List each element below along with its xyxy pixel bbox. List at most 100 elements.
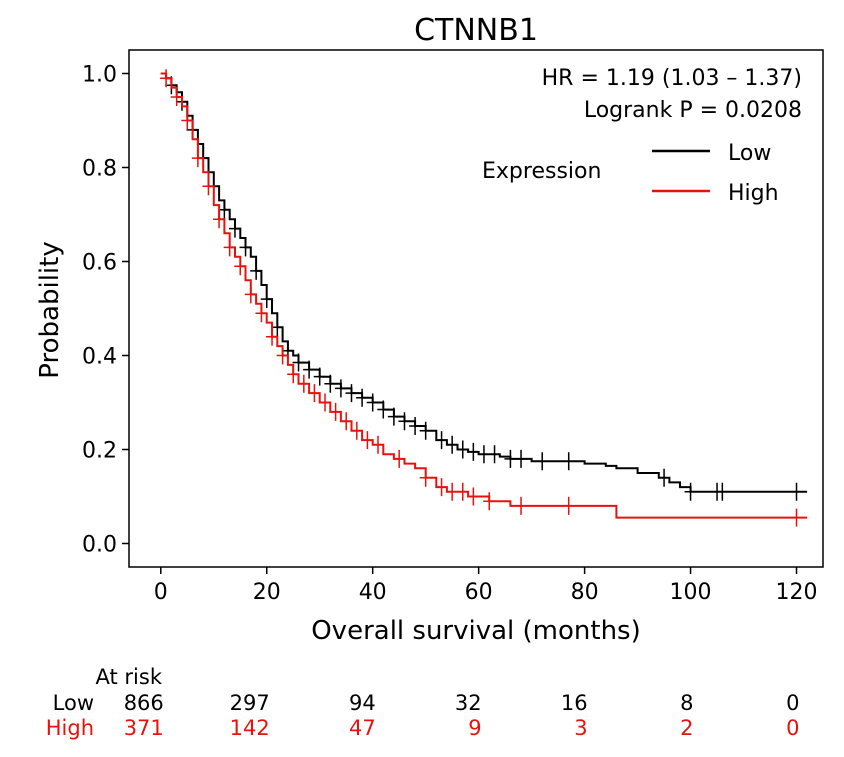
censor-mark-low xyxy=(239,238,252,257)
censor-mark-low xyxy=(250,261,263,280)
censor-mark-low xyxy=(271,318,284,337)
at-risk-low-label: Low xyxy=(53,691,94,715)
censor-mark-low xyxy=(456,440,469,459)
censor-mark-low xyxy=(313,367,326,386)
at-risk-value: 9 xyxy=(468,716,481,740)
y-axis-label: Probability xyxy=(35,241,65,378)
censor-mark-high xyxy=(340,412,353,431)
censor-mark-high xyxy=(287,365,300,384)
at-risk-value: 297 xyxy=(230,691,270,715)
at-risk-value: 8 xyxy=(680,691,693,715)
at-risk-value: 16 xyxy=(561,691,588,715)
censor-mark-low xyxy=(218,200,231,219)
censor-mark-high xyxy=(244,285,257,304)
censor-mark-low xyxy=(292,353,305,372)
y-tick-label: 1.0 xyxy=(82,63,117,88)
censor-mark-high xyxy=(255,304,268,323)
censor-mark-high xyxy=(308,384,321,403)
censor-mark-low xyxy=(515,449,528,468)
censor-mark-low xyxy=(356,388,369,407)
censor-mark-high xyxy=(160,69,173,88)
censor-mark-high xyxy=(297,374,310,393)
censor-mark-low xyxy=(716,482,729,501)
x-tick-label: 60 xyxy=(465,580,493,605)
at-risk-value: 47 xyxy=(349,716,376,740)
censor-mark-low xyxy=(334,379,347,398)
censor-mark-high xyxy=(361,431,374,450)
censor-mark-low xyxy=(562,452,575,471)
censor-mark-low xyxy=(467,442,480,461)
censor-mark-high xyxy=(419,468,432,487)
censor-mark-high xyxy=(790,508,803,527)
chart-title: CTNNB1 xyxy=(414,13,538,48)
at-risk-value: 2 xyxy=(680,716,693,740)
censor-mark-low xyxy=(398,412,411,431)
at-risk-value: 94 xyxy=(349,691,376,715)
censor-mark-low xyxy=(477,445,490,464)
at-risk-value: 0 xyxy=(786,716,799,740)
censor-mark-low xyxy=(303,360,316,379)
censor-mark-low xyxy=(435,431,448,450)
legend-title: Expression xyxy=(482,159,601,184)
series-low xyxy=(160,72,808,501)
plot-frame xyxy=(128,49,824,568)
censor-mark-high xyxy=(234,257,247,276)
censor-mark-high xyxy=(276,346,289,365)
censor-mark-high xyxy=(483,492,496,511)
x-tick-label: 0 xyxy=(154,580,168,605)
x-axis: 0 20 40 60 80 100 120 xyxy=(154,567,818,605)
hr-annotation: HR = 1.19 (1.03 – 1.37) xyxy=(542,66,802,91)
censor-mark-high xyxy=(456,482,469,501)
at-risk-high-label: High xyxy=(46,716,94,740)
survival-line-low xyxy=(160,72,808,493)
y-tick-label: 0.6 xyxy=(82,251,117,276)
x-tick-label: 100 xyxy=(670,580,712,605)
censor-mark-low xyxy=(536,452,549,471)
censor-mark-high xyxy=(319,393,332,412)
censor-mark-high xyxy=(371,435,384,454)
legend-low-label: Low xyxy=(728,141,771,166)
y-tick-label: 0.8 xyxy=(82,157,117,182)
censor-mark-low xyxy=(377,400,390,419)
censor-mark-high xyxy=(467,487,480,506)
y-tick-label: 0.2 xyxy=(82,439,117,464)
x-tick-label: 80 xyxy=(571,580,599,605)
censor-mark-low xyxy=(658,468,671,487)
censor-mark-high xyxy=(329,402,342,421)
censor-mark-high xyxy=(223,238,236,257)
censor-mark-low xyxy=(684,482,697,501)
censor-mark-low xyxy=(324,374,337,393)
censor-mark-low xyxy=(446,435,459,454)
censor-mark-high xyxy=(213,210,226,229)
censor-mark-low xyxy=(366,393,379,412)
censor-mark-high xyxy=(393,449,406,468)
at-risk-value: 3 xyxy=(574,716,587,740)
censor-mark-low xyxy=(228,219,241,238)
at-risk-header: At risk xyxy=(96,665,163,689)
at-risk-value: 0 xyxy=(786,691,799,715)
censor-mark-high xyxy=(170,88,183,106)
series-high xyxy=(160,69,808,527)
censor-mark-high xyxy=(562,496,575,515)
logrank-annotation: Logrank P = 0.0208 xyxy=(584,98,802,123)
legend: Expression Low High xyxy=(482,141,779,206)
y-axis: 0.0 0.2 0.4 0.6 0.8 1.0 xyxy=(82,63,129,558)
x-tick-label: 20 xyxy=(253,580,281,605)
censor-mark-low xyxy=(387,407,400,426)
at-risk-value: 142 xyxy=(230,716,270,740)
censor-mark-low xyxy=(504,449,517,468)
censor-mark-high xyxy=(350,421,363,440)
x-tick-label: 40 xyxy=(359,580,387,605)
at-risk-value: 866 xyxy=(124,691,164,715)
censor-mark-high xyxy=(435,478,448,497)
x-axis-label: Overall survival (months) xyxy=(311,616,641,646)
censor-mark-low xyxy=(790,482,803,501)
legend-high-label: High xyxy=(728,181,779,206)
survival-curves xyxy=(160,69,808,527)
censor-mark-high xyxy=(266,327,279,346)
censor-mark-low xyxy=(345,384,358,403)
x-tick-label: 120 xyxy=(776,580,818,605)
censor-mark-high xyxy=(191,149,204,168)
